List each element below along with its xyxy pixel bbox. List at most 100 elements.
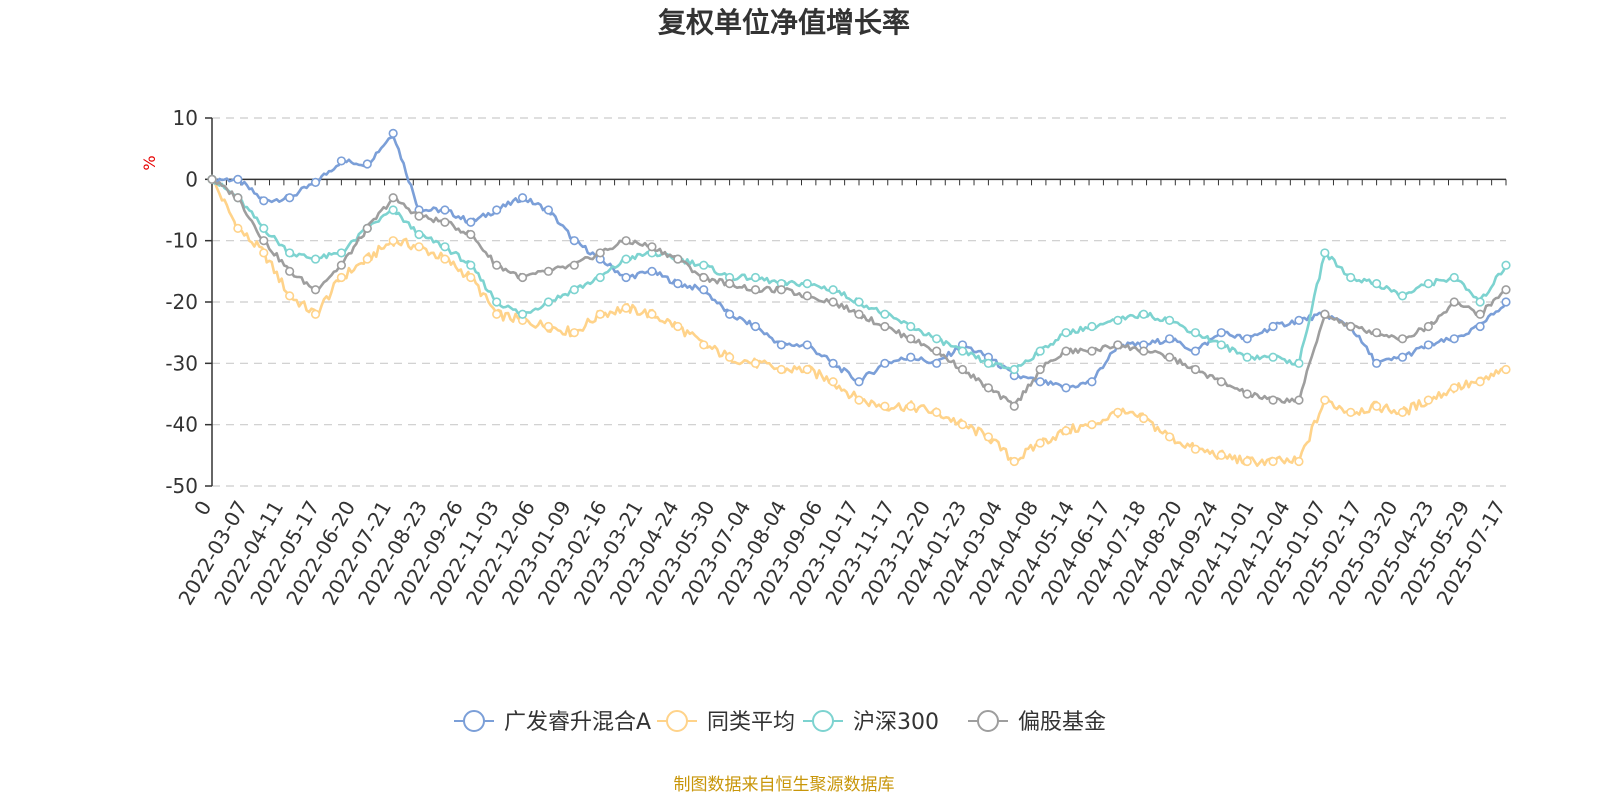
data-point bbox=[414, 242, 424, 252]
legend-swatch-marker bbox=[812, 710, 834, 732]
data-point bbox=[336, 156, 347, 166]
legend-item[interactable]: 偏股基金 bbox=[968, 710, 1106, 735]
data-point bbox=[517, 309, 528, 319]
data-point bbox=[983, 383, 994, 393]
legend-item[interactable]: 同类平均 bbox=[657, 710, 795, 735]
data-point bbox=[1268, 321, 1278, 332]
data-point bbox=[388, 128, 398, 138]
y-tick-label: -40 bbox=[165, 413, 198, 437]
data-point bbox=[1397, 291, 1408, 301]
data-point bbox=[517, 272, 528, 283]
data-point bbox=[1216, 328, 1226, 338]
data-point bbox=[1268, 352, 1278, 362]
y-tick-label: -50 bbox=[165, 474, 198, 498]
y-tick-label: 10 bbox=[173, 106, 198, 130]
data-point bbox=[1294, 456, 1304, 467]
data-point bbox=[492, 260, 502, 270]
data-point bbox=[388, 236, 398, 246]
data-point bbox=[1320, 248, 1330, 258]
data-point bbox=[1242, 456, 1252, 467]
data-point bbox=[750, 272, 761, 283]
data-point bbox=[828, 285, 838, 295]
data-point bbox=[1449, 272, 1459, 283]
data-point bbox=[1061, 426, 1071, 436]
data-point bbox=[1475, 377, 1485, 387]
data-point bbox=[466, 272, 476, 283]
data-point bbox=[854, 309, 864, 319]
data-point bbox=[906, 321, 916, 332]
data-point bbox=[1009, 401, 1019, 411]
data-point bbox=[957, 364, 968, 375]
data-point bbox=[1035, 346, 1045, 356]
data-point bbox=[310, 254, 321, 264]
data-point bbox=[492, 205, 502, 215]
data-point bbox=[1139, 309, 1149, 319]
data-point bbox=[854, 377, 864, 387]
legend-swatch-marker bbox=[463, 710, 485, 732]
data-point bbox=[1164, 315, 1175, 326]
data-point bbox=[595, 309, 605, 319]
data-point bbox=[466, 229, 476, 240]
data-point bbox=[906, 401, 916, 411]
data-point bbox=[310, 309, 321, 319]
data-point bbox=[957, 346, 968, 356]
data-point bbox=[207, 174, 217, 184]
data-point bbox=[259, 236, 269, 246]
data-point bbox=[1397, 334, 1408, 344]
data-point bbox=[983, 358, 994, 368]
data-point bbox=[285, 248, 295, 258]
legend-item[interactable]: 沪深300 bbox=[803, 710, 939, 735]
data-point bbox=[1087, 321, 1097, 332]
data-point bbox=[906, 334, 916, 344]
data-point bbox=[259, 196, 269, 206]
data-point bbox=[569, 328, 579, 338]
data-point bbox=[1139, 346, 1149, 356]
data-point bbox=[802, 279, 812, 289]
data-point bbox=[1113, 407, 1123, 418]
data-point bbox=[1371, 401, 1382, 411]
data-point bbox=[595, 272, 605, 283]
data-point bbox=[414, 211, 424, 221]
data-point bbox=[1242, 389, 1252, 399]
y-tick-label: -20 bbox=[165, 290, 198, 314]
data-point bbox=[647, 266, 657, 276]
data-point bbox=[1164, 432, 1175, 442]
data-point bbox=[1061, 346, 1071, 356]
data-point bbox=[543, 266, 554, 276]
data-point bbox=[828, 377, 838, 387]
series-2 bbox=[207, 174, 1511, 468]
data-point bbox=[362, 159, 372, 169]
data-point bbox=[492, 297, 502, 307]
data-point bbox=[932, 407, 942, 418]
data-point bbox=[1423, 279, 1433, 289]
data-point bbox=[1035, 377, 1045, 387]
data-point bbox=[1035, 364, 1045, 375]
data-point bbox=[259, 248, 269, 258]
data-point bbox=[1346, 272, 1356, 283]
data-point bbox=[699, 340, 709, 350]
data-point bbox=[466, 217, 476, 227]
data-point bbox=[699, 272, 709, 283]
data-point bbox=[1190, 364, 1201, 375]
data-point bbox=[673, 321, 683, 332]
y-tick-label: -30 bbox=[165, 351, 198, 375]
data-point bbox=[362, 223, 372, 233]
data-point bbox=[1190, 444, 1201, 454]
data-point bbox=[1423, 395, 1433, 405]
data-point bbox=[388, 205, 398, 215]
data-point bbox=[673, 279, 683, 289]
data-point bbox=[750, 358, 761, 368]
legend-item[interactable]: 广发睿升混合A bbox=[454, 710, 651, 735]
data-point bbox=[750, 321, 761, 332]
series-4 bbox=[207, 174, 1511, 411]
legend-label: 沪深300 bbox=[853, 710, 939, 735]
data-point bbox=[1113, 315, 1123, 326]
data-point bbox=[932, 334, 942, 344]
data-point bbox=[1087, 377, 1097, 387]
data-point bbox=[336, 248, 347, 258]
data-point bbox=[932, 358, 942, 368]
data-point bbox=[724, 279, 735, 289]
y-tick-label: -10 bbox=[165, 229, 198, 253]
data-point bbox=[1475, 321, 1485, 332]
data-point bbox=[724, 352, 735, 362]
